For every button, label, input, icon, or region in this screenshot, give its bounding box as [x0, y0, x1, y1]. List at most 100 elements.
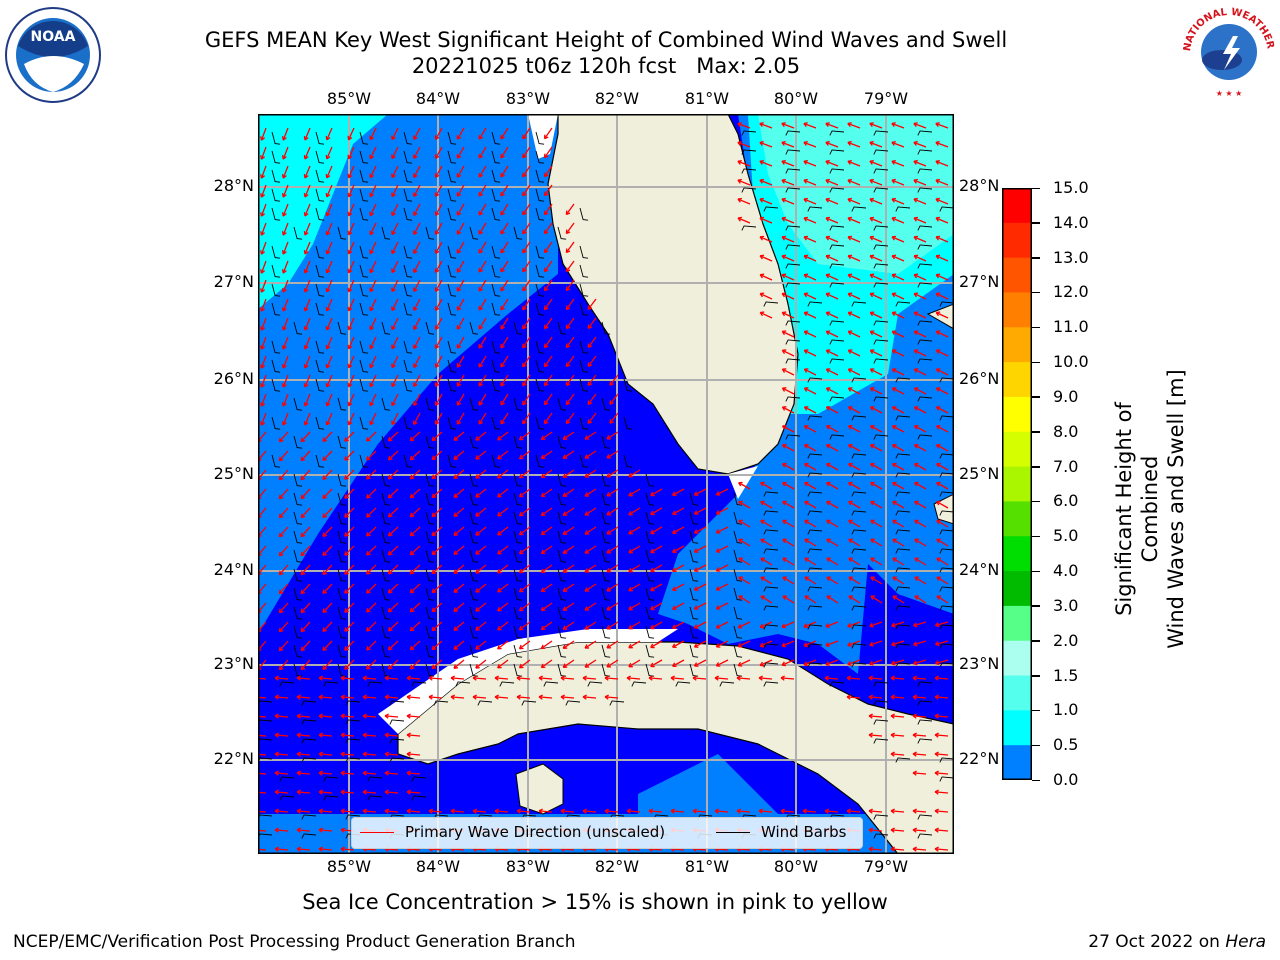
wave-direction-arrowhead [891, 273, 897, 279]
wave-direction-arrow [369, 260, 377, 273]
wave-direction-arrowhead [869, 178, 874, 184]
wave-direction-arrowhead [847, 622, 852, 628]
wave-direction-arrow [759, 311, 773, 319]
wave-direction-arrowhead [869, 197, 875, 203]
wind-barb [293, 435, 303, 449]
wave-direction-arrow [628, 564, 641, 573]
wave-direction-arrowhead [522, 324, 527, 330]
wave-direction-arrow [936, 444, 949, 452]
wave-direction-arrow [497, 602, 509, 612]
wave-direction-arrowhead [281, 231, 287, 236]
wave-direction-arrow [562, 640, 575, 649]
wave-direction-arrow [541, 450, 553, 460]
wave-direction-arrow [369, 298, 377, 311]
wave-direction-arrowhead [540, 625, 546, 631]
wind-barb [367, 795, 383, 801]
colorbar-tick-mark [1032, 744, 1040, 747]
wave-direction-arrow [648, 677, 663, 680]
wave-direction-arrowhead [325, 211, 331, 217]
wave-direction-arrowhead [782, 557, 787, 563]
wind-barb [557, 625, 567, 639]
wave-direction-arrowhead [494, 694, 499, 700]
wave-direction-arrowhead [434, 211, 440, 216]
wave-direction-arrow [694, 488, 707, 496]
wave-direction-arrowhead [366, 475, 371, 480]
colorbar-segment [1002, 222, 1032, 259]
wave-direction-arrow [846, 848, 861, 851]
colorbar-segment [1002, 431, 1032, 468]
wave-direction-arrowhead [347, 135, 353, 141]
wave-direction-arrow [804, 595, 817, 604]
wave-direction-arrowhead [387, 664, 393, 670]
wave-direction-arrow [260, 165, 267, 179]
wave-direction-arrow [934, 848, 949, 851]
wave-direction-arrow [584, 469, 597, 478]
wave-direction-arrowhead [847, 159, 852, 165]
wave-direction-arrow [846, 810, 861, 813]
wind-barb [829, 358, 845, 364]
wave-direction-arrowhead [318, 675, 323, 681]
wind-barb [873, 282, 889, 288]
wave-direction-arrow [456, 146, 465, 159]
wave-direction-arrow [326, 241, 333, 255]
wind-barb [645, 587, 655, 601]
wind-barb [337, 606, 347, 620]
wave-direction-arrowhead [543, 191, 549, 197]
wave-direction-arrowhead [362, 808, 367, 814]
wind-barb [469, 226, 479, 240]
chart-title: GEFS MEAN Key West Significant Height of… [204, 28, 1008, 52]
wave-direction-arrow [435, 317, 443, 330]
wind-barb [939, 301, 954, 307]
wind-barb [447, 150, 457, 164]
wave-direction-arrow [318, 772, 333, 775]
wave-direction-arrow [384, 734, 399, 737]
wind-barb [579, 454, 589, 468]
wave-direction-arrow [278, 602, 289, 614]
wind-barb [579, 283, 589, 297]
wave-direction-arrowhead [715, 491, 721, 496]
wave-direction-arrow [870, 576, 883, 585]
wave-direction-arrowhead [475, 550, 480, 555]
wave-direction-arrowhead [825, 387, 831, 392]
wave-direction-arrow [847, 160, 861, 167]
wind-barb [689, 511, 699, 525]
wave-direction-arrowhead [912, 751, 917, 757]
wave-direction-arrowhead [500, 248, 505, 254]
wave-direction-arrow [541, 469, 553, 479]
wind-barb [689, 568, 699, 582]
wave-direction-arrowhead [366, 437, 371, 442]
wave-direction-arrow [258, 696, 267, 699]
wave-direction-arrow [278, 659, 289, 671]
wave-direction-arrowhead [934, 675, 939, 681]
wind-barb [601, 435, 611, 449]
wave-direction-arrow [716, 583, 729, 591]
wave-direction-arrow [413, 393, 421, 406]
wind-barb [873, 833, 889, 839]
wave-direction-arrow [544, 393, 553, 406]
wave-direction-arrowhead [781, 197, 787, 203]
wave-direction-arrow [344, 450, 355, 461]
wave-direction-arrow [606, 659, 619, 668]
wave-direction-arrow [781, 236, 795, 243]
wave-direction-arrowhead [584, 587, 590, 592]
wave-direction-arrow [260, 127, 267, 141]
wave-direction-arrow [891, 198, 905, 205]
wave-direction-arrowhead [453, 626, 459, 631]
wave-direction-arrowhead [369, 135, 375, 141]
wind-barb [785, 434, 801, 440]
wave-direction-arrow [544, 317, 553, 330]
wave-direction-arrow [565, 355, 575, 367]
wave-direction-arrowhead [478, 173, 484, 178]
wave-direction-arrowhead [891, 122, 896, 128]
wave-direction-arrow [456, 127, 465, 140]
wave-direction-arrowhead [434, 249, 440, 254]
wave-direction-arrowhead [914, 557, 919, 563]
wave-direction-arrow [544, 355, 553, 368]
wave-zone-0.5-1m-west [258, 114, 558, 634]
wave-direction-arrowhead [340, 808, 345, 814]
wave-direction-arrowhead [737, 122, 742, 128]
wave-direction-arrowhead [540, 606, 546, 612]
wave-direction-arrow [296, 677, 311, 680]
wave-direction-arrow [935, 141, 949, 148]
wave-direction-arrow [541, 659, 553, 669]
